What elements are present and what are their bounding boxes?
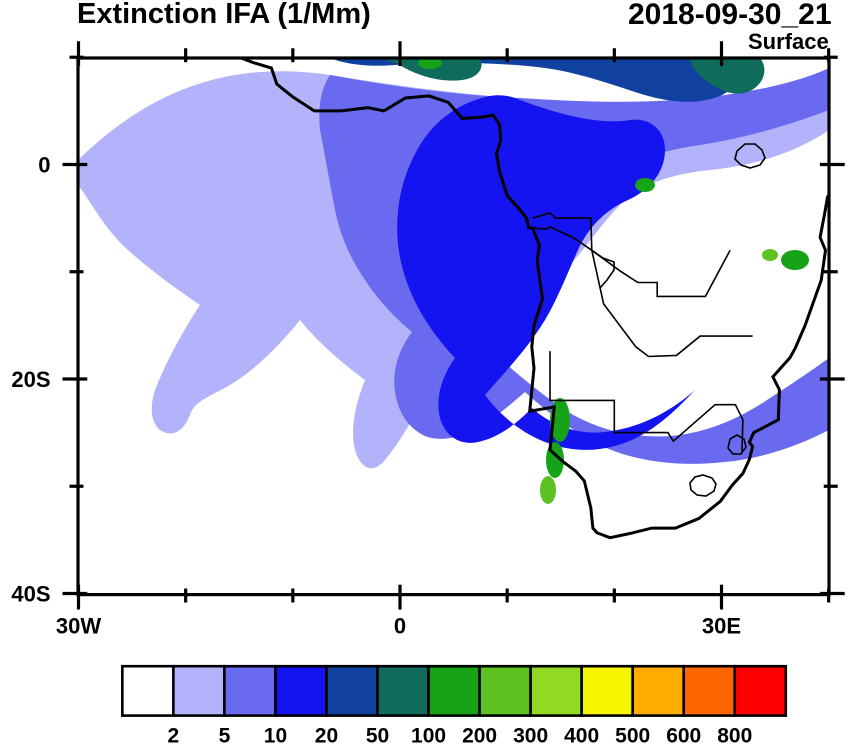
svg-text:50: 50 [366, 725, 389, 748]
svg-text:40S: 40S [11, 582, 50, 607]
svg-text:10: 10 [264, 725, 287, 748]
svg-text:30E: 30E [702, 614, 741, 639]
svg-text:800: 800 [717, 725, 752, 748]
svg-text:20S: 20S [11, 367, 50, 392]
svg-text:500: 500 [615, 725, 650, 748]
svg-text:400: 400 [564, 725, 599, 748]
svg-text:0: 0 [394, 614, 406, 639]
svg-text:300: 300 [513, 725, 548, 748]
svg-text:0: 0 [38, 153, 50, 178]
svg-text:600: 600 [666, 725, 701, 748]
svg-text:30W: 30W [56, 614, 101, 639]
svg-text:20: 20 [315, 725, 338, 748]
svg-text:100: 100 [411, 725, 446, 748]
svg-text:2: 2 [168, 725, 180, 748]
svg-text:5: 5 [219, 725, 231, 748]
svg-text:200: 200 [462, 725, 497, 748]
